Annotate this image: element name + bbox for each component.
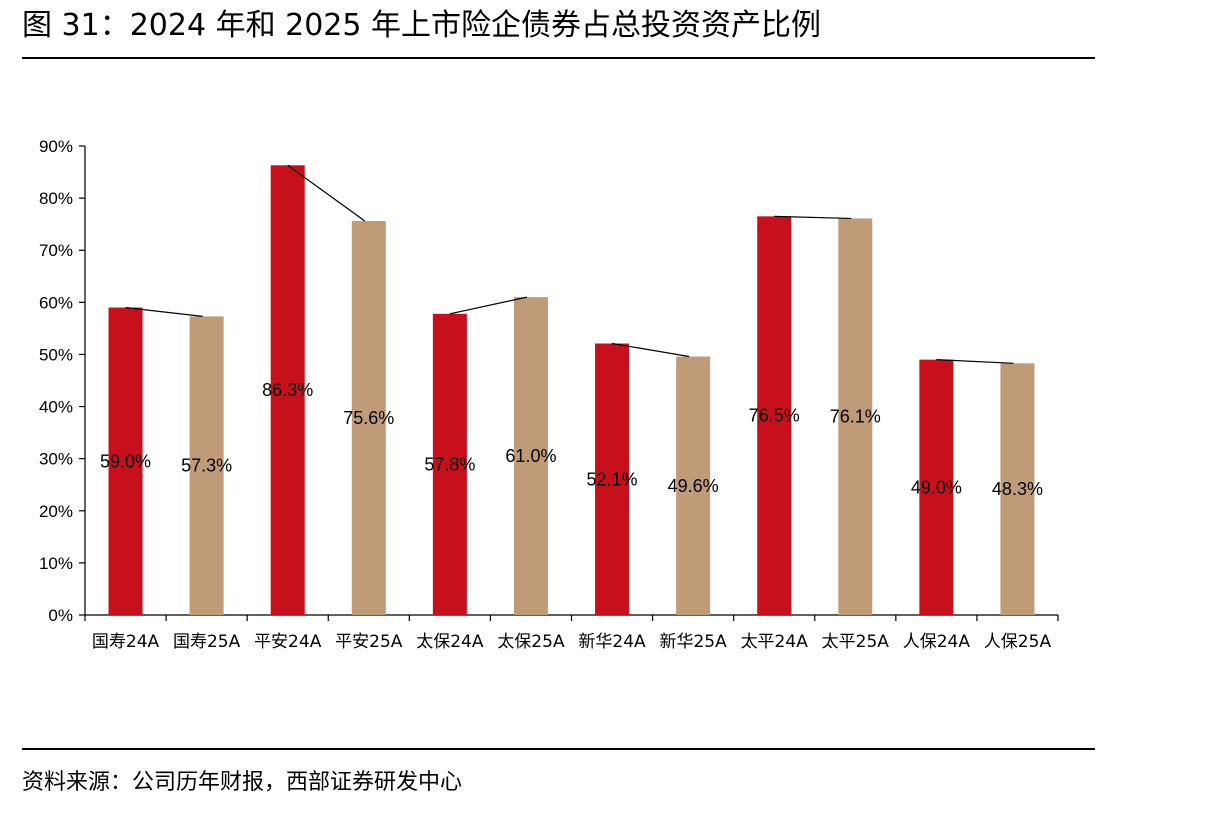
data-label: 49.0% (911, 477, 962, 497)
y-axis: 0% 10% 20% 30% 40% 50% 60% 70% 80% 90% (39, 137, 86, 625)
connector-line (287, 164, 366, 222)
bar-2024 (919, 359, 954, 615)
x-axis: 国寿24A 国寿25A 平安24A 平安25A 太保24A 太保25A 新华24A 新华25A… (84, 614, 1059, 652)
y-tick-label: 60% (39, 293, 73, 312)
y-tick-label: 80% (39, 189, 73, 208)
x-category-label: 太保25A (497, 632, 565, 652)
connector-line (125, 306, 203, 317)
data-label: 76.5% (749, 406, 800, 426)
data-label: 59.0% (100, 451, 151, 471)
y-tick-label: 40% (39, 398, 73, 417)
bar-2025 (189, 316, 224, 615)
x-category-label: 太平25A (822, 632, 890, 652)
bar-2025 (838, 218, 873, 615)
y-tick-label: 30% (39, 450, 73, 469)
y-tick-label: 10% (39, 554, 73, 573)
data-label: 52.1% (587, 469, 638, 489)
data-label: 57.3% (181, 456, 232, 476)
bar-2024 (108, 307, 143, 615)
bar-2025 (513, 297, 548, 615)
source-note: 资料来源：公司历年财报，西部证券研发中心 (22, 770, 463, 795)
x-category-label: 新华25A (659, 632, 727, 652)
connector-line (611, 342, 690, 358)
bar-2025 (351, 221, 386, 616)
connector-line (449, 296, 528, 315)
connector-line (936, 359, 1014, 364)
y-tick-label: 70% (39, 241, 73, 260)
data-label: 76.1% (830, 407, 881, 427)
bar-2025 (1000, 363, 1035, 615)
figure-title: 图 31：2024 年和 2025 年上市险企债券占总投资资产比例 (22, 8, 822, 43)
x-category-label: 平安24A (254, 632, 322, 652)
x-category-label: 国寿24A (92, 632, 160, 652)
bar-2024 (595, 343, 630, 615)
bar-2025 (676, 356, 711, 615)
bottom-rule (22, 748, 1095, 750)
data-label: 61.0% (505, 446, 556, 466)
connector-lines (125, 164, 1014, 364)
bar-2024 (432, 313, 467, 615)
data-label: 57.8% (424, 454, 475, 474)
bar-2024 (757, 216, 792, 615)
x-category-label: 国寿25A (173, 632, 241, 652)
x-category-label: 太平24A (741, 632, 809, 652)
x-category-label: 人保24A (903, 632, 971, 652)
x-category-label: 人保25A (984, 632, 1052, 652)
connector-line (774, 215, 852, 220)
x-category-label: 太保24A (416, 632, 484, 652)
data-label: 49.6% (668, 476, 719, 496)
x-category-label: 平安25A (335, 632, 403, 652)
data-label: 86.3% (262, 380, 313, 400)
x-category-label: 新华24A (578, 632, 646, 652)
bars (108, 165, 1035, 616)
top-rule (22, 57, 1095, 59)
bar-2024 (270, 165, 305, 615)
data-label: 75.6% (343, 408, 394, 428)
y-tick-label: 90% (39, 137, 73, 156)
data-labels: 59.0% 57.3% 86.3% 75.6% 57.8% 61.0% 52.1% 49.6%… (100, 380, 1043, 499)
data-label: 48.3% (992, 479, 1043, 499)
y-tick-label: 20% (39, 502, 73, 521)
y-tick-label: 0% (48, 606, 73, 625)
y-tick-label: 50% (39, 345, 73, 364)
